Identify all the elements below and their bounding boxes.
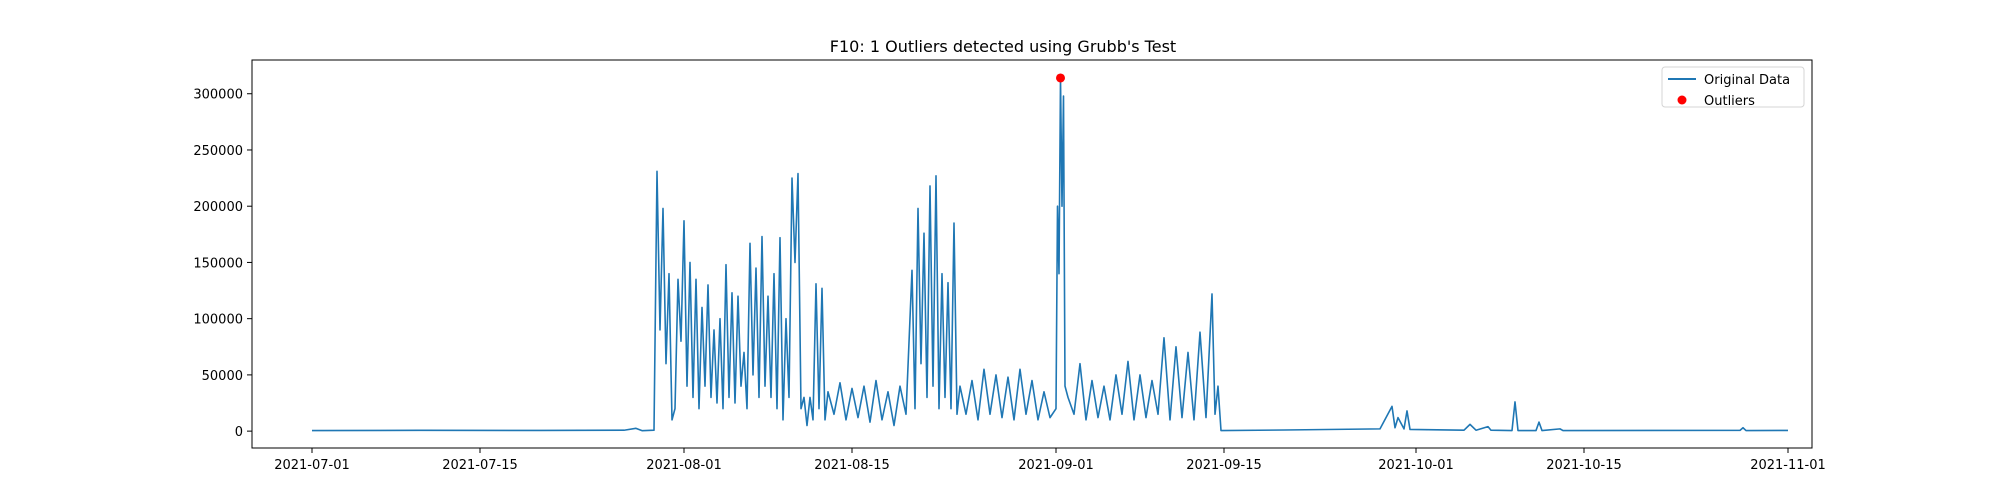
- x-tick-label: 2021-09-15: [1186, 458, 1262, 473]
- x-tick-label: 2021-08-15: [814, 458, 890, 473]
- x-tick-label: 2021-11-01: [1750, 458, 1826, 473]
- outlier-point: [1056, 73, 1065, 83]
- legend-label: Outliers: [1704, 94, 1755, 109]
- y-tick-label: 50000: [202, 369, 243, 384]
- x-tick-label: 2021-08-01: [646, 458, 722, 473]
- chart-title: F10: 1 Outliers detected using Grubb's T…: [830, 37, 1176, 56]
- legend-label: Original Data: [1704, 73, 1790, 88]
- y-tick-label: 100000: [193, 313, 243, 328]
- series-line-original-data: [311, 77, 1789, 432]
- x-tick-label: 2021-07-01: [274, 458, 350, 473]
- y-tick-label: 200000: [193, 200, 243, 215]
- x-tick-label: 2021-10-01: [1378, 458, 1454, 473]
- y-tick-label: 0: [235, 425, 243, 440]
- x-tick-label: 2021-07-15: [442, 458, 518, 473]
- legend: Original Data Outliers: [1661, 66, 1805, 109]
- y-tick-label: 250000: [193, 144, 243, 159]
- legend-box: [1661, 66, 1805, 108]
- y-tick-label: 300000: [193, 88, 243, 103]
- y-tick-label: 150000: [193, 256, 243, 271]
- plot-area: [251, 59, 1813, 449]
- y-axis: 0 50000 100000 150000 200000 250000 300000: [193, 88, 252, 440]
- x-axis: 2021-07-01 2021-07-15 2021-08-01 2021-08-15…: [274, 448, 1826, 473]
- legend-swatch-marker: [1677, 95, 1687, 105]
- x-tick-label: 2021-09-01: [1018, 458, 1094, 473]
- plot-frame: [251, 59, 1813, 449]
- x-tick-label: 2021-10-15: [1546, 458, 1622, 473]
